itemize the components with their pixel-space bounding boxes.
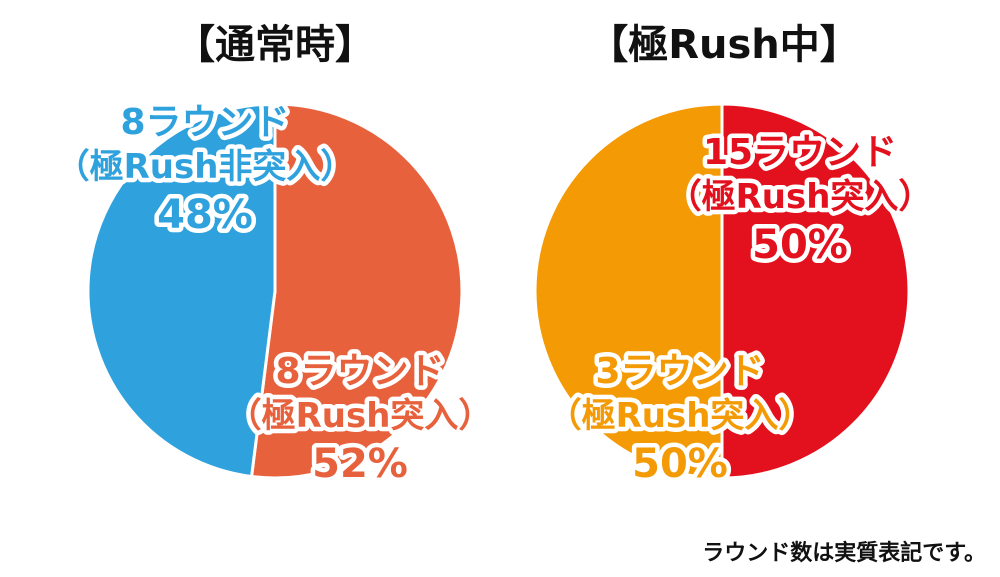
slice-8r-rush-entry-label-line-1: 8ラウンド	[275, 351, 444, 392]
slice-15r-rush-entry-label-line-2: （極Rush突入）	[668, 177, 933, 217]
slice-3r-rush-entry-label-line-2: （極Rush突入）	[548, 396, 813, 436]
chart-title-normal: 【通常時】	[175, 22, 375, 68]
slice-15r-rush-entry	[720, 102, 911, 480]
slice-3r-rush-entry-label-line-3: 50%	[632, 441, 728, 487]
slice-15r-rush-entry-label-line-3: 50%	[752, 222, 848, 268]
slice-8r-no-rush-label-line-3: 48%	[157, 192, 253, 238]
slice-8r-rush-entry	[249, 102, 464, 480]
slice-3r-rush-entry-label: 3ラウンド（極Rush突入） 50%	[548, 351, 813, 487]
slice-3r-rush-entry-label-line-1: 3ラウンド	[595, 351, 764, 392]
slice-15r-rush-entry-label-line-1: 15ラウンド	[703, 132, 897, 173]
footnote: ラウンド数は実質表記です。	[702, 540, 986, 566]
slice-8r-no-rush-label-line-2: （極Rush非突入）	[56, 147, 355, 187]
slice-3r-rush-entry	[533, 102, 724, 480]
slice-8r-no-rush	[86, 102, 277, 479]
pie-chart-kiwami-rush: 15ラウンド（極Rush突入） 50%3ラウンド（極Rush突入） 50%	[533, 102, 937, 492]
slice-15r-rush-entry-label: 15ラウンド（極Rush突入） 50%	[668, 132, 933, 268]
slice-8r-rush-entry-label-line-2: （極Rush突入）	[228, 396, 493, 436]
slice-8r-rush-entry-label-line-3: 52%	[312, 441, 408, 487]
slice-8r-no-rush-label-line-1: 8ラウンド	[120, 102, 289, 143]
slice-8r-rush-entry-label: 8ラウンド（極Rush突入） 52%	[228, 351, 493, 487]
chart-title-kiwami-rush: 【極Rush中】	[588, 22, 860, 68]
pie-chart-normal: 8ラウンド（極Rush突入） 52%8ラウンド（極Rush非突入） 48%	[51, 98, 497, 492]
slice-8r-no-rush-label: 8ラウンド（極Rush非突入） 48%	[56, 102, 355, 238]
